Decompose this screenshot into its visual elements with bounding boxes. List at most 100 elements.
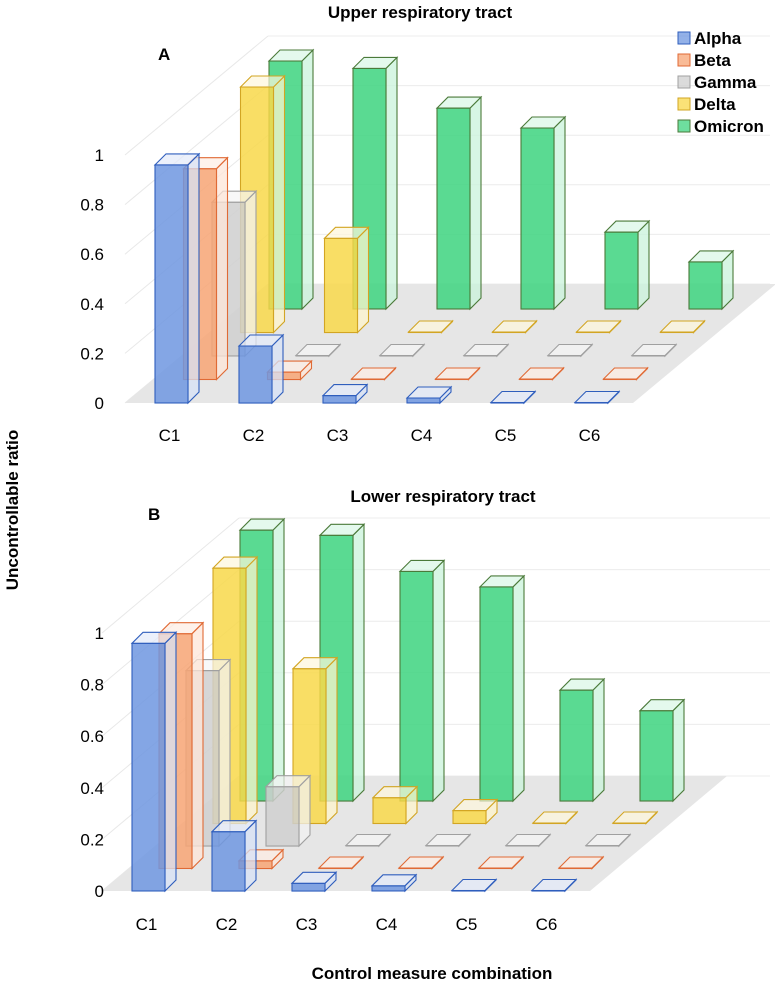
bar-alpha-c6 [573, 390, 621, 405]
x-category-label: C6 [536, 915, 558, 934]
bar-alpha-c5 [450, 878, 498, 893]
bar-delta-c4 [451, 798, 499, 825]
bar-beta-c4 [434, 366, 481, 381]
x-category-label: C5 [495, 426, 517, 445]
y-tick-label: 1 [95, 146, 104, 165]
bar-alpha-c2 [237, 333, 285, 405]
x-category-label: C4 [411, 426, 433, 445]
panel-b-letter: B [148, 505, 160, 524]
x-category-label: C2 [216, 915, 238, 934]
x-categories: C1 C2 C3 C4 C5 C6 [136, 915, 558, 934]
bar-gamma-c2 [294, 343, 342, 358]
bar-beta-c3 [317, 855, 365, 870]
bar-beta-c4 [397, 855, 445, 870]
legend: Alpha Beta Gamma Delta Omicron [677, 29, 764, 136]
legend-label: Omicron [694, 117, 764, 136]
bar-beta-c6 [602, 366, 649, 381]
panel-a-title: Upper respiratory tract [328, 3, 513, 22]
legend-label: Beta [694, 51, 731, 70]
panel-b-title: Lower respiratory tract [350, 487, 536, 506]
x-category-label: C6 [579, 426, 601, 445]
y-ticks: 0 0.2 0.4 0.6 0.8 1 [80, 624, 104, 901]
legend-item-beta: Beta [677, 51, 731, 70]
bar-delta-c6 [611, 810, 659, 825]
bar-beta-c3 [350, 366, 397, 381]
y-ticks: 0 0.2 0.4 0.6 0.8 1 [80, 146, 104, 413]
bar-gamma-c6 [584, 833, 632, 848]
y-tick-label: 0 [95, 882, 104, 901]
bar-alpha-c1 [130, 630, 178, 893]
bar-delta-c3 [407, 319, 454, 334]
bar-gamma-c2 [264, 774, 312, 848]
x-categories: C1 C2 C3 C4 C5 C6 [159, 426, 601, 445]
legend-item-gamma: Gamma [677, 73, 757, 92]
bar-omicron-c5 [603, 219, 651, 311]
bar-gamma-c5 [546, 343, 594, 358]
bar-omicron-c2 [351, 56, 399, 311]
y-axis-title: Uncontrollable ratio [3, 430, 22, 591]
panel-b: Lower respiratory tract B 0 0.2 0.4 0.6 0.8 1… [80, 487, 770, 934]
bar-alpha-c4 [370, 873, 418, 893]
legend-swatch [677, 75, 691, 89]
bar-gamma-c3 [378, 343, 426, 358]
bar-delta-c3 [371, 785, 419, 825]
legend-label: Gamma [694, 73, 757, 92]
gridline-side [124, 35, 269, 156]
bar-delta-c2 [323, 225, 370, 334]
bar-omicron-c4 [519, 115, 567, 311]
y-tick-label: 0.6 [80, 245, 104, 264]
x-category-label: C4 [376, 915, 398, 934]
y-tick-label: 0.6 [80, 727, 104, 746]
legend-item-omicron: Omicron [677, 117, 764, 136]
y-tick-label: 0.2 [80, 830, 104, 849]
bar-omicron-c6 [687, 249, 735, 311]
legend-swatch [677, 53, 691, 67]
bar-omicron-c6 [638, 698, 686, 803]
legend-swatch [677, 119, 691, 133]
legend-label: Delta [694, 95, 736, 114]
bars [153, 48, 735, 405]
bar-alpha-c3 [290, 870, 338, 893]
bar-alpha-c2 [210, 819, 258, 893]
y-tick-label: 1 [95, 624, 104, 643]
bar-alpha-c3 [321, 383, 369, 405]
bar-beta-c6 [557, 855, 605, 870]
legend-item-delta: Delta [677, 95, 736, 114]
y-tick-label: 0.8 [80, 196, 104, 215]
bar-gamma-c4 [462, 343, 510, 358]
panel-a-letter: A [158, 45, 170, 64]
panel-b-plot: 0 0.2 0.4 0.6 0.8 1 C1 C2 C3 C4 C5 C6 [80, 517, 770, 934]
bar-delta-c5 [575, 319, 622, 334]
y-tick-label: 0.4 [80, 779, 104, 798]
x-category-label: C2 [243, 426, 265, 445]
x-category-label: C3 [327, 426, 349, 445]
bar-alpha-c5 [489, 390, 537, 405]
bar-delta-c6 [659, 319, 706, 334]
bar-omicron-c4 [478, 574, 526, 803]
y-tick-label: 0 [95, 394, 104, 413]
legend-item-alpha: Alpha [677, 29, 742, 48]
panel-a-plot: 0 0.2 0.4 0.6 0.8 1 C1 C2 C3 C4 C5 C6 [80, 35, 775, 445]
legend-swatch [677, 31, 691, 45]
bar-alpha-c1 [153, 152, 201, 405]
gridline-side [101, 517, 240, 634]
x-category-label: C1 [136, 915, 158, 934]
bar-beta-c5 [518, 366, 565, 381]
bar-gamma-c5 [504, 833, 552, 848]
bar-gamma-c3 [344, 833, 392, 848]
bar-omicron-c3 [435, 95, 483, 311]
bar-delta-c5 [531, 810, 579, 825]
bar-beta-c5 [477, 855, 525, 870]
x-category-label: C5 [456, 915, 478, 934]
x-category-label: C3 [296, 915, 318, 934]
bars [130, 517, 686, 893]
bar-omicron-c3 [398, 559, 446, 803]
y-tick-label: 0.4 [80, 295, 104, 314]
x-axis-title: Control measure combination [312, 964, 553, 983]
bar-alpha-c6 [530, 878, 578, 893]
bar-delta-c4 [491, 319, 538, 334]
bar-gamma-c6 [630, 343, 678, 358]
legend-swatch [677, 97, 691, 111]
bar-omicron-c5 [558, 677, 606, 803]
x-category-label: C1 [159, 426, 181, 445]
